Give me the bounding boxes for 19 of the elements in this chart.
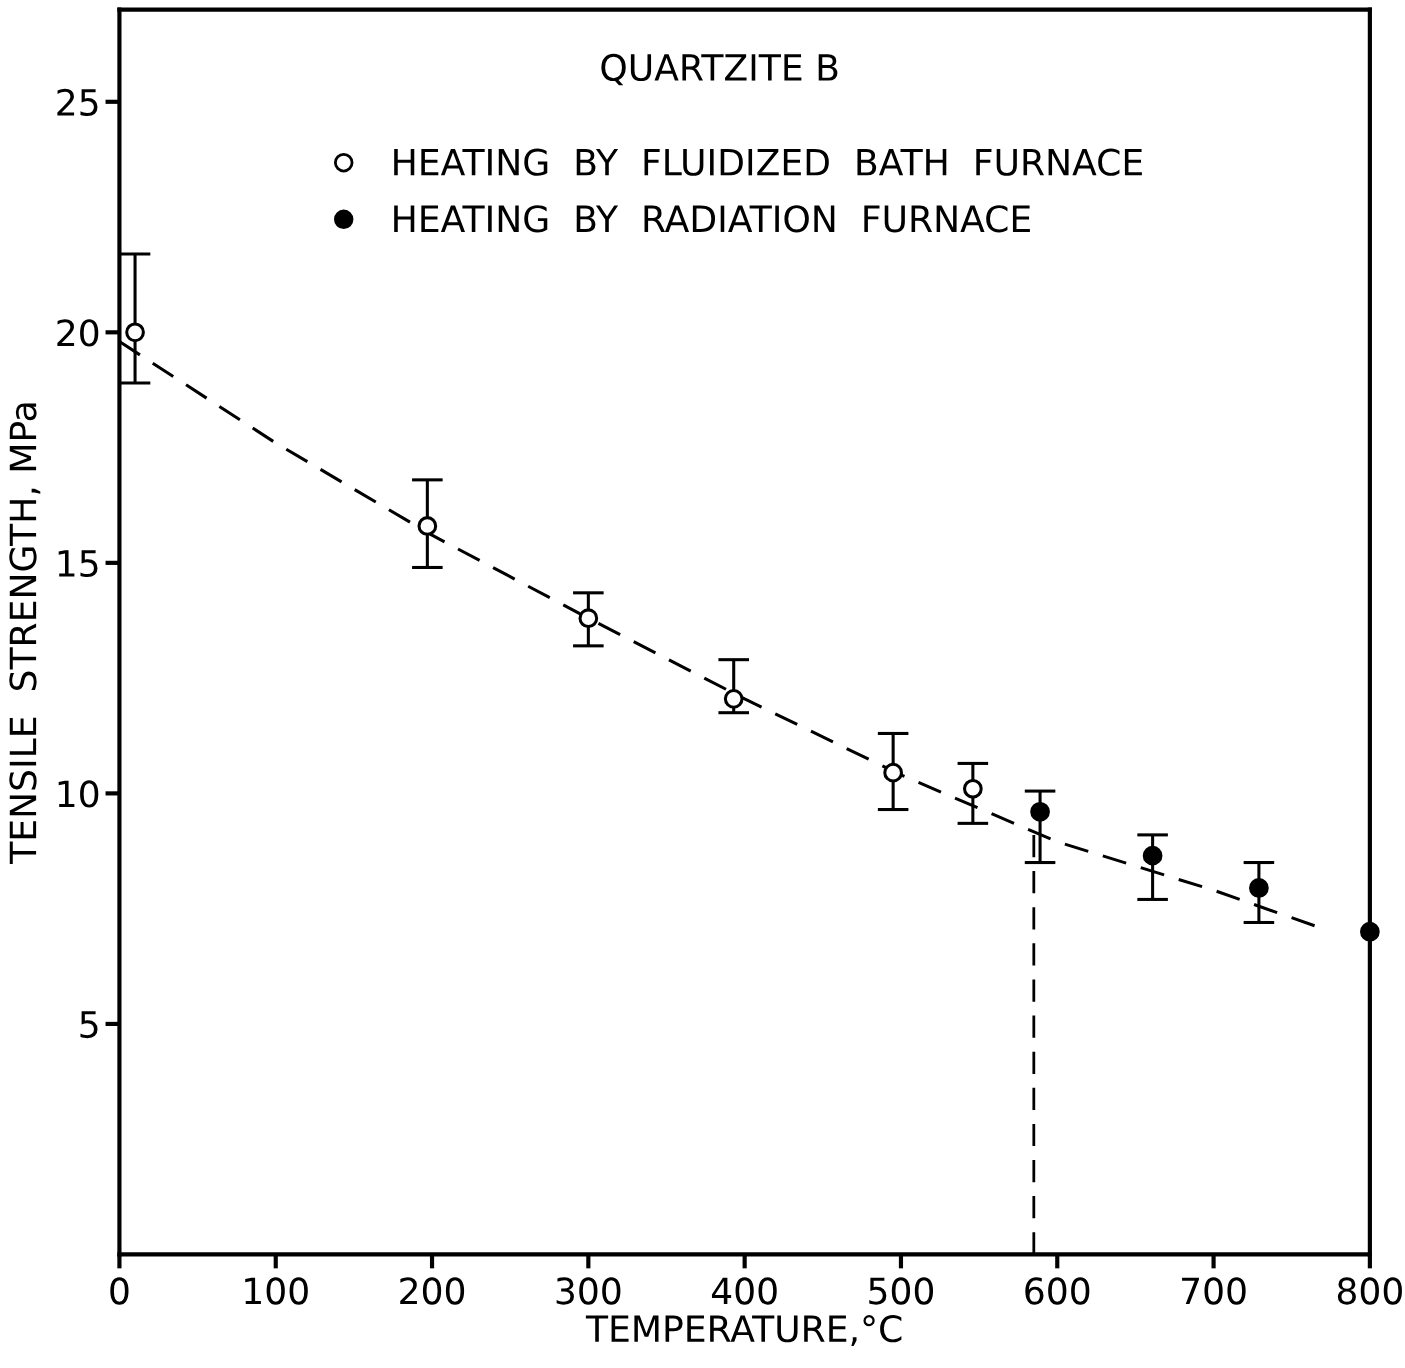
legend-label: HEATING BY FLUIDIZED BATH FURNACE	[394, 148, 1142, 176]
x-tick-label: 100	[245, 1277, 308, 1305]
y-tick-label: 20	[57, 319, 99, 347]
x-tick-label: 0	[110, 1277, 129, 1305]
x-tick-label: 600	[1025, 1277, 1090, 1305]
x-tick-label: 800	[1337, 1277, 1402, 1305]
y-tick-label: 25	[57, 88, 98, 117]
y-tick-label: 5	[80, 1011, 98, 1039]
x-tick-label: 400	[711, 1277, 777, 1305]
y-tick-label: 15	[58, 550, 98, 578]
legend-label: HEATING BY RADIATION FURNACE	[394, 205, 1030, 233]
x-axis-title: TEMPERATURE,°C	[585, 1315, 902, 1347]
x-tick-label: 500	[869, 1277, 934, 1305]
x-tick-label: 700	[1182, 1277, 1246, 1305]
x-tick-label: 200	[400, 1277, 465, 1305]
y-axis-title: TENSILE STRENGTH, MPa	[9, 403, 41, 864]
y-tick-label: 10	[58, 780, 99, 808]
text: QUARTZITE B	[601, 53, 838, 86]
x-tick-label: 300	[556, 1277, 621, 1305]
